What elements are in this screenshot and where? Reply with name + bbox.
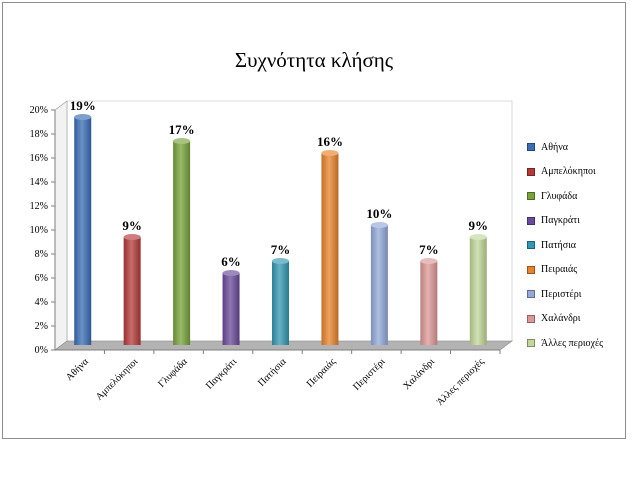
x-category-label: Πειραιάς (305, 356, 338, 389)
y-tick-label: 4% (35, 297, 48, 308)
legend-item: Γλυφάδα (527, 189, 577, 203)
legend-swatch (527, 290, 535, 298)
legend-swatch (527, 265, 535, 274)
bar-1 (74, 117, 92, 345)
bar-top-7 (370, 222, 388, 228)
bar-8 (420, 261, 438, 345)
data-label-3: 17% (169, 122, 195, 137)
legend-item: Αθήνα (527, 140, 568, 154)
x-category-label: Γλυφάδα (156, 356, 190, 390)
x-category-label: Χαλάνδρι (401, 356, 437, 392)
legend-label: Αμπελόκηποι (541, 166, 596, 177)
data-label-9: 9% (469, 218, 489, 233)
bar-6 (321, 153, 339, 345)
legend-label: Αθήνα (541, 141, 569, 153)
chart-legend: Αθήνα Αμπελόκηποι Γλυφάδα Παγκράτι Πατήσια Πε… (527, 140, 635, 362)
y-tick-label: 0% (35, 345, 48, 356)
legend-item: Πειραιάς (527, 263, 577, 277)
data-label-2: 9% (122, 218, 142, 233)
legend-item: Άλλες περιοχές (527, 336, 603, 350)
data-label-6: 16% (317, 134, 343, 149)
legend-item: Περιστέρι (527, 287, 581, 301)
bar-top-5 (272, 258, 289, 264)
x-category-label: Αθήνα (64, 356, 91, 383)
legend-swatch (527, 143, 535, 151)
legend-item: Πατήσια (527, 238, 576, 252)
y-tick-label: 10% (30, 225, 48, 236)
y-tick-label: 18% (30, 129, 48, 140)
legend-label: Χαλάνδρι (541, 313, 581, 324)
data-label-1: 19% (70, 98, 96, 113)
bar-7 (370, 225, 388, 345)
bar-3 (173, 141, 191, 345)
bar-top-6 (321, 150, 339, 156)
y-tick-label: 8% (35, 249, 48, 260)
bar-top-2 (123, 234, 141, 240)
x-category-label: Παγκράτι (204, 356, 239, 391)
data-label-8: 7% (419, 242, 439, 257)
bar-2 (123, 237, 141, 345)
legend-item: Αμπελόκηποι (527, 165, 596, 179)
legend-item: Παγκράτι (527, 214, 580, 228)
legend-swatch (527, 241, 535, 249)
legend-swatch (527, 339, 535, 347)
legend-item: Χαλάνδρι (527, 312, 580, 326)
legend-label: Παγκράτι (541, 215, 580, 226)
legend-label: Πατήσια (541, 239, 577, 251)
bar-top-9 (469, 234, 487, 240)
y-tick-label: 2% (35, 321, 48, 332)
legend-label: Πειραιάς (541, 264, 578, 275)
legend-label: Περιστέρι (541, 288, 582, 300)
y-tick-label: 16% (30, 153, 48, 164)
data-label-4: 6% (221, 254, 241, 269)
chart-title: Συχνότητα κλήσης (234, 48, 394, 72)
y-tick-label: 14% (30, 177, 48, 188)
y-tick-label: 12% (30, 201, 48, 212)
bar-top-1 (74, 114, 92, 120)
data-label-7: 10% (366, 206, 392, 221)
legend-swatch (527, 216, 535, 225)
bar-4 (222, 273, 240, 345)
bar-5 (272, 261, 289, 345)
bar-top-3 (173, 138, 191, 144)
bar-9 (469, 237, 487, 345)
x-category-label: Πατήσια (256, 356, 289, 389)
data-label-5: 7% (271, 242, 291, 257)
x-category-label: Αμπελόκηποι (94, 356, 141, 403)
legend-swatch (527, 314, 535, 323)
x-category-label: Περιστέρι (351, 356, 388, 393)
y-tick-label: 20% (30, 105, 48, 116)
legend-label: Γλυφάδα (541, 190, 578, 202)
bar-top-4 (222, 270, 240, 276)
legend-swatch (527, 167, 535, 176)
legend-label: Άλλες περιοχές (541, 337, 604, 349)
y-tick-label: 6% (35, 273, 48, 284)
side-wall (54, 100, 68, 351)
legend-swatch (527, 192, 535, 200)
bar-top-8 (420, 258, 438, 264)
x-category-label: Άλλες περιοχές (435, 356, 487, 408)
